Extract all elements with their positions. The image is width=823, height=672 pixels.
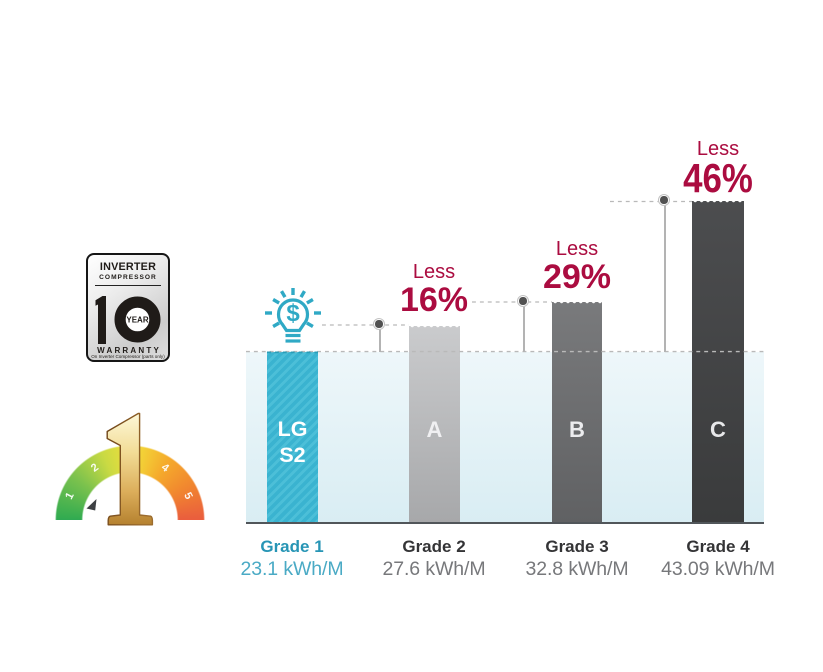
svg-text:YEAR: YEAR [126, 316, 148, 325]
svg-text:$: $ [286, 300, 300, 327]
